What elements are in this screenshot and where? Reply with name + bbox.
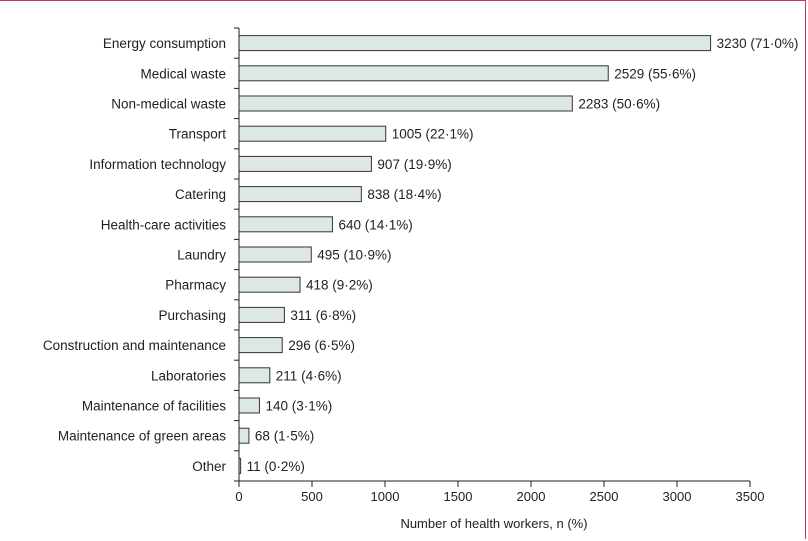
bar bbox=[238, 276, 301, 293]
data-label: 11 (0·2%) bbox=[247, 459, 305, 474]
bar bbox=[238, 367, 271, 384]
bar bbox=[238, 155, 372, 172]
data-label: 907 (19·9%) bbox=[377, 157, 451, 172]
bar bbox=[238, 427, 250, 444]
x-tick-label: 3500 bbox=[736, 489, 765, 504]
category-label: Transport bbox=[169, 127, 227, 142]
x-ticks: 0 500 1000 1500 2000 2500 3000 3500 bbox=[235, 481, 764, 504]
category-label: Other bbox=[192, 459, 226, 474]
bar bbox=[238, 125, 387, 142]
data-label: 2283 (50·6%) bbox=[578, 97, 660, 112]
x-tick-label: 500 bbox=[301, 489, 323, 504]
data-label: 418 (9·2%) bbox=[306, 278, 373, 293]
category-label: Pharmacy bbox=[165, 278, 226, 293]
data-label: 211 (4·6%) bbox=[276, 368, 342, 383]
data-label: 3230 (71·0%) bbox=[717, 36, 799, 51]
category-label: Medical waste bbox=[140, 66, 226, 81]
y-ticks bbox=[234, 27, 239, 482]
category-label: Non-medical waste bbox=[111, 97, 226, 112]
data-label: 68 (1·5%) bbox=[255, 429, 314, 444]
category-label: Energy consumption bbox=[103, 36, 226, 51]
x-tick-label: 3000 bbox=[663, 489, 692, 504]
x-axis-title: Number of health workers, n (%) bbox=[400, 516, 587, 531]
category-label: Laundry bbox=[177, 248, 226, 263]
data-label: 495 (10·9%) bbox=[317, 248, 391, 263]
category-label: Catering bbox=[175, 187, 226, 202]
bar bbox=[238, 65, 609, 82]
data-label: 1005 (22·1%) bbox=[392, 127, 474, 142]
bar bbox=[238, 397, 260, 414]
x-tick-label: 1500 bbox=[444, 489, 473, 504]
category-labels: Energy consumption Medical waste Non-medic… bbox=[43, 36, 227, 474]
x-tick-label: 2500 bbox=[590, 489, 619, 504]
bar bbox=[238, 35, 712, 52]
data-label: 296 (6·5%) bbox=[288, 338, 355, 353]
bar bbox=[238, 337, 283, 354]
category-label: Maintenance of facilities bbox=[82, 399, 226, 414]
category-label: Laboratories bbox=[151, 368, 226, 383]
bar bbox=[238, 246, 312, 263]
data-labels: 3230 (71·0%) 2529 (55·6%) 2283 (50·6%) 1005… bbox=[247, 36, 799, 474]
data-label: 838 (18·4%) bbox=[367, 187, 441, 202]
bar bbox=[238, 95, 573, 112]
category-label: Information technology bbox=[89, 157, 226, 172]
bars-group bbox=[238, 35, 712, 474]
bar bbox=[238, 186, 362, 203]
category-label: Maintenance of green areas bbox=[58, 429, 226, 444]
category-label: Construction and maintenance bbox=[43, 338, 226, 353]
x-tick-label: 2000 bbox=[517, 489, 546, 504]
data-label: 2529 (55·6%) bbox=[614, 66, 696, 81]
bar bbox=[238, 306, 285, 323]
x-tick-label: 0 bbox=[235, 489, 242, 504]
data-label: 640 (14·1%) bbox=[338, 217, 412, 232]
category-label: Health-care activities bbox=[101, 217, 227, 232]
category-label: Purchasing bbox=[158, 308, 226, 323]
data-label: 311 (6·8%) bbox=[290, 308, 356, 323]
x-tick-label: 1000 bbox=[371, 489, 400, 504]
bar bbox=[238, 216, 333, 233]
data-label: 140 (3·1%) bbox=[265, 399, 332, 414]
